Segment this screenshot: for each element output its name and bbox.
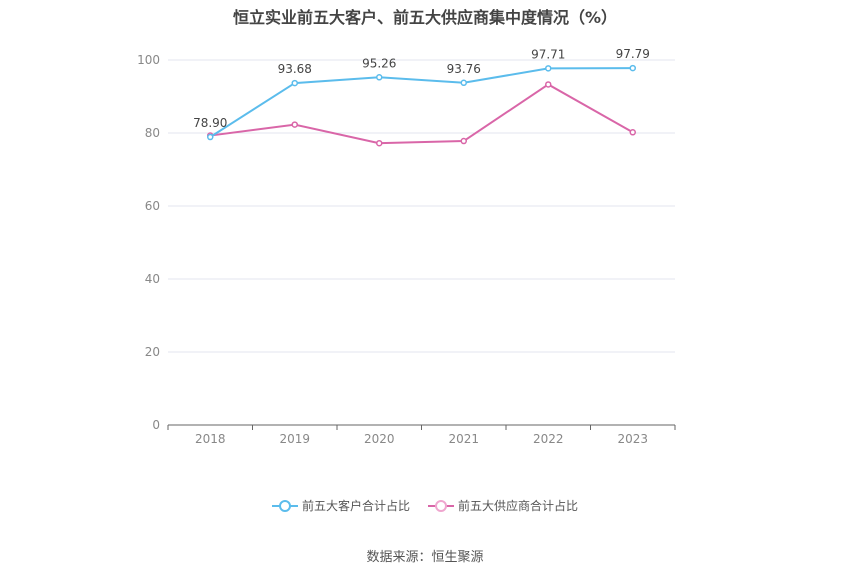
data-point — [376, 139, 383, 147]
line-chart: 0 20 40 60 80 100 2018 2019 2020 2021 2022 2023 78… — [137, 47, 676, 446]
data-point — [376, 74, 383, 81]
data-point — [207, 133, 214, 141]
y-tick-label: 40 — [145, 272, 160, 286]
y-tick-label: 0 — [152, 418, 160, 432]
y-axis-ticks: 0 20 40 60 80 100 — [137, 53, 160, 432]
y-tick-label: 80 — [145, 126, 160, 140]
data-point — [545, 65, 552, 72]
x-tick-label: 2023 — [617, 432, 648, 446]
data-label: 93.76 — [447, 62, 481, 76]
series-line-suppliers — [210, 83, 634, 145]
legend-suppliers-label: 前五大供应商合计占比 — [458, 499, 579, 513]
legend-suppliers-marker-icon — [428, 499, 454, 513]
data-point — [629, 64, 636, 72]
data-source: 数据来源：恒生聚源 — [366, 550, 484, 565]
x-tick-label: 2019 — [279, 432, 310, 446]
data-label: 95.26 — [362, 56, 396, 70]
legend-item-customers[interactable]: 前五大客户合计占比 — [271, 497, 410, 514]
x-tick-label: 2018 — [195, 432, 226, 446]
data-point — [460, 137, 467, 145]
grid-lines — [168, 59, 675, 353]
legend-item-suppliers[interactable]: 前五大供应商合计占比 — [428, 497, 578, 514]
y-tick-label: 20 — [145, 345, 160, 359]
y-tick-label: 100 — [137, 53, 160, 67]
series-layer: 78.90 93.68 95.26 93.76 97.71 97.79 — [193, 47, 650, 147]
y-tick-label: 60 — [145, 199, 160, 213]
legend-customers-marker-icon — [271, 499, 298, 513]
x-axis: 2018 2019 2020 2021 2022 2023 — [167, 424, 676, 446]
data-point — [291, 121, 298, 128]
data-label: 97.71 — [531, 47, 565, 61]
data-label: 93.68 — [278, 62, 312, 76]
data-point — [460, 79, 467, 87]
data-point — [291, 79, 298, 87]
x-tick-label: 2022 — [533, 432, 564, 446]
data-label: 78.90 — [193, 116, 227, 130]
series-line-customers — [209, 67, 633, 138]
chart-title: 恒立实业前五大客户、前五大供应商集中度情况（%） — [232, 8, 618, 27]
x-tick-label: 2021 — [448, 432, 479, 446]
x-tick-label: 2020 — [364, 432, 395, 446]
legend-customers-label: 前五大客户合计占比 — [301, 499, 410, 513]
data-point — [545, 81, 552, 88]
legend: 前五大客户合计占比 前五大供应商合计占比 — [0, 497, 850, 514]
data-label: 97.79 — [616, 47, 650, 61]
data-point — [629, 129, 636, 136]
